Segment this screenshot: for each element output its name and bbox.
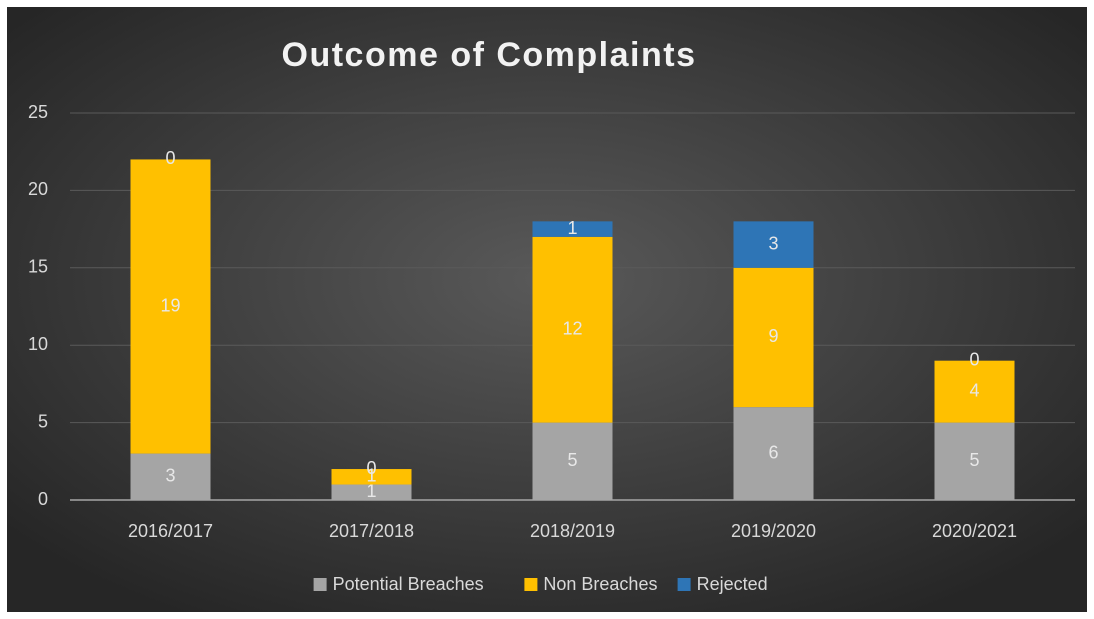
data-label: 0 xyxy=(165,148,175,168)
bar-segment xyxy=(733,221,814,268)
x-tick-label: 2019/2020 xyxy=(731,521,816,541)
bar-segment xyxy=(733,407,814,500)
data-label: 3 xyxy=(165,466,175,486)
data-label: 4 xyxy=(969,380,979,400)
x-tick-label: 2018/2019 xyxy=(530,521,615,541)
data-label: 1 xyxy=(567,218,577,238)
legend-label: Non Breaches xyxy=(543,574,657,594)
legend-swatch xyxy=(313,578,327,591)
chart-title: Outcome of Complaints xyxy=(282,36,697,74)
bar-segment xyxy=(934,422,1015,500)
x-tick-label: 2016/2017 xyxy=(128,521,213,541)
data-label: 3 xyxy=(768,233,778,253)
y-tick-label: 20 xyxy=(28,179,48,199)
bar-segment xyxy=(130,159,211,454)
data-label: 1 xyxy=(366,466,376,486)
bar-segment xyxy=(331,484,412,500)
y-tick-label: 15 xyxy=(28,257,48,277)
data-label: 9 xyxy=(768,326,778,346)
data-label: 5 xyxy=(969,450,979,470)
legend-label: Rejected xyxy=(697,574,768,594)
legend-label: Potential Breaches xyxy=(333,574,484,594)
y-tick-label: 5 xyxy=(38,411,48,431)
bar-segment xyxy=(934,360,1015,423)
legend-swatch xyxy=(524,578,538,591)
x-tick-label: 2020/2021 xyxy=(932,521,1017,541)
x-tick-label: 2017/2018 xyxy=(329,521,414,541)
y-tick-label: 0 xyxy=(38,489,48,509)
bar-segment xyxy=(532,422,613,500)
bar-segment xyxy=(733,267,814,408)
data-label: 5 xyxy=(567,450,577,470)
y-tick-label: 10 xyxy=(28,334,48,354)
bar-segment xyxy=(532,236,613,423)
bar-segment xyxy=(532,221,613,237)
bar-segment xyxy=(130,453,211,500)
data-label: 19 xyxy=(160,295,180,315)
data-label: 0 xyxy=(366,458,376,478)
y-tick-label: 25 xyxy=(28,102,48,122)
data-label: 0 xyxy=(969,349,979,369)
data-label: 6 xyxy=(768,442,778,462)
data-label: 12 xyxy=(562,318,582,338)
bar-segment xyxy=(331,469,412,485)
legend-swatch xyxy=(677,578,691,591)
data-label: 1 xyxy=(366,481,376,501)
